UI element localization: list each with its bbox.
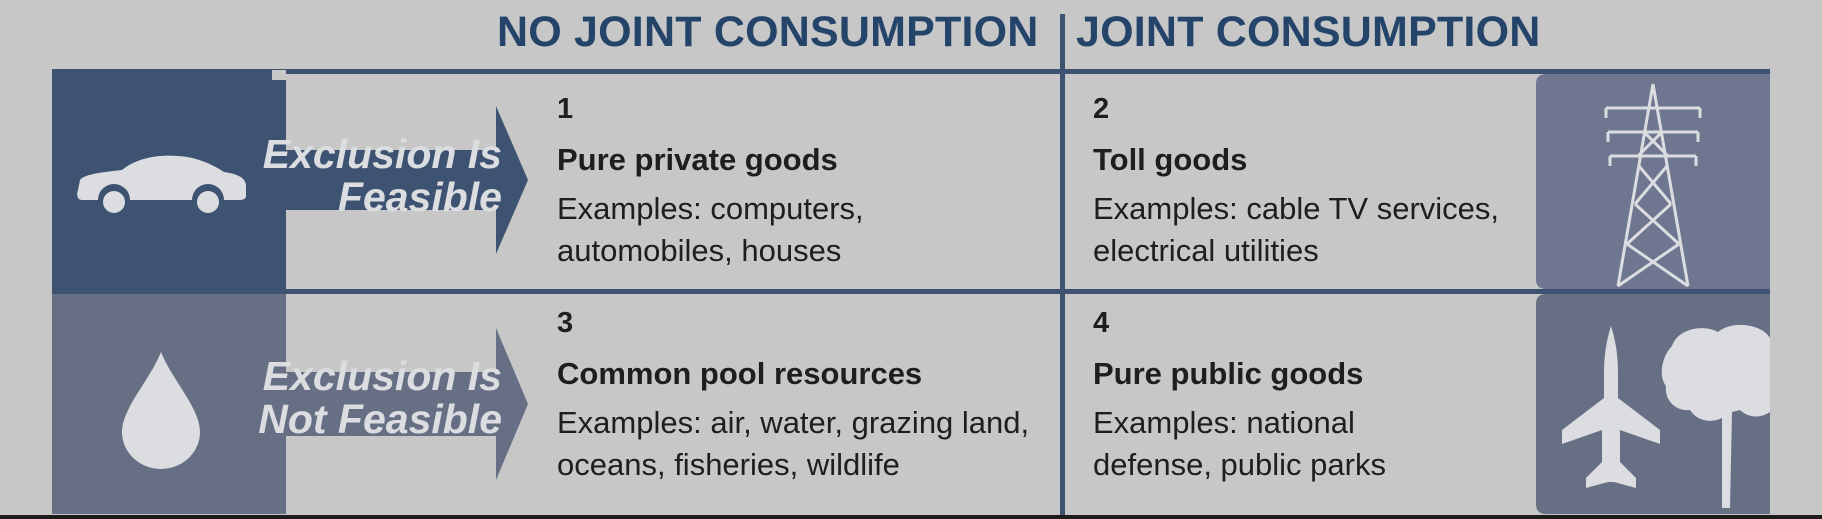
jet-and-tree-panel xyxy=(1536,294,1770,514)
row2-label-line1: Exclusion Is xyxy=(262,353,502,399)
header-joint-consumption: JOINT CONSUMPTION xyxy=(1076,8,1541,56)
row2-label: Exclusion Is Not Feasible xyxy=(230,355,502,441)
power-tower-icon xyxy=(1604,83,1702,288)
cell1-examples: Examples: computers, automobiles, houses xyxy=(557,191,864,268)
row2-label-line2: Not Feasible xyxy=(258,396,502,442)
row-exclusion-feasible: Exclusion Is Feasible xyxy=(0,0,560,519)
cell4-title: Pure public goods xyxy=(1093,356,1364,391)
cell3-examples: Examples: air, water, grazing land, ocea… xyxy=(557,405,1030,482)
car-icon xyxy=(77,155,246,213)
top-rule xyxy=(52,69,1770,74)
header-no-joint-consumption: NO JOINT CONSUMPTION xyxy=(497,8,1039,56)
water-drop-icon xyxy=(122,352,200,469)
cell-pure-public-goods: 4 Pure public goods Examples: national d… xyxy=(1093,306,1473,486)
row1-label-line2: Feasible xyxy=(337,174,502,220)
middle-rule xyxy=(52,289,1770,294)
cell2-title: Toll goods xyxy=(1093,142,1248,177)
cell1-number: 1 xyxy=(557,93,574,125)
cell2-number: 2 xyxy=(1093,93,1110,125)
cell3-title: Common pool resources xyxy=(557,356,923,391)
cell-common-pool-resources: 3 Common pool resources Examples: air, w… xyxy=(557,306,1057,486)
bottom-bar xyxy=(0,515,1822,519)
cell-toll-goods: 2 Toll goods Examples: cable TV services… xyxy=(1093,92,1523,272)
cell1-title: Pure private goods xyxy=(557,142,838,177)
cell4-examples: Examples: national defense, public parks xyxy=(1093,405,1386,482)
row-exclusion-not-feasible: Exclusion Is Not Feasible xyxy=(0,0,560,519)
power-tower-panel xyxy=(1536,74,1770,289)
cell4-number: 4 xyxy=(1093,307,1110,339)
row1-label-line1: Exclusion Is xyxy=(262,131,502,177)
cell-pure-private-goods: 1 Pure private goods Examples: computers… xyxy=(557,92,977,272)
jet-and-tree-icon xyxy=(1562,324,1770,508)
cell2-examples: Examples: cable TV services, electrical … xyxy=(1093,191,1500,268)
row1-label: Exclusion Is Feasible xyxy=(230,133,502,219)
column-divider xyxy=(1060,14,1065,519)
cell3-number: 3 xyxy=(557,307,574,339)
